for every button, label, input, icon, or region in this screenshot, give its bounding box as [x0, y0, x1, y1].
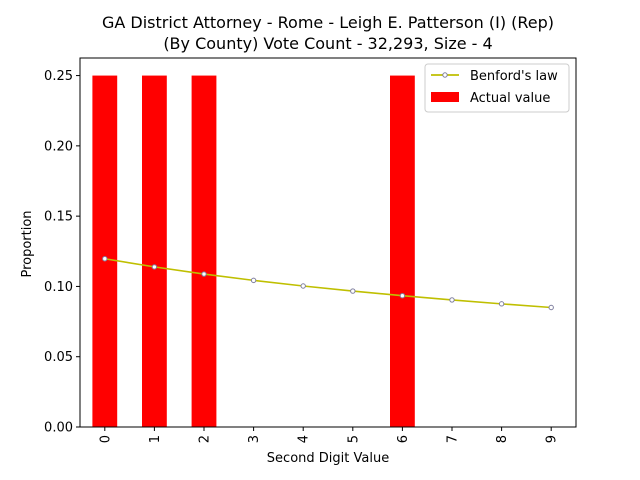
plot-frame	[79, 57, 577, 428]
legend: Benford's law Actual value	[424, 63, 570, 113]
y-axis-title: Proportion	[20, 210, 35, 277]
benford-point-6	[399, 293, 406, 299]
benford-point-9	[548, 304, 554, 311]
x-tick-label: 4	[297, 435, 312, 443]
legend-benford-label: Benford's law	[470, 69, 558, 84]
y-tick-label: 0.25	[44, 69, 73, 84]
bar-digit-1	[142, 75, 167, 427]
bar-digit-6	[390, 75, 415, 427]
legend-box	[424, 63, 570, 113]
x-tick-label: 5	[346, 435, 361, 443]
bars-layer	[92, 75, 415, 427]
axes-layer: 0.00 0.05 0.10 0.15 0.20 0.25 0 1 2 3 4 5 6 7 8 9	[44, 57, 577, 443]
y-tick-label: 0.00	[44, 421, 73, 436]
bar-digit-2	[191, 75, 217, 427]
y-tick-label: 0.05	[44, 350, 73, 365]
x-tick-label: 9	[545, 435, 560, 443]
x-tick-label: 3	[247, 435, 262, 443]
chart-title-line1: GA District Attorney - Rome - Leigh E. P…	[102, 13, 554, 32]
benford-point-3	[250, 277, 257, 284]
legend-actual-swatch	[431, 92, 459, 102]
legend-actual-label: Actual value	[470, 91, 550, 106]
y-tick-label: 0.10	[44, 280, 73, 295]
benford-point-5	[350, 288, 356, 294]
benford-line-layer	[102, 256, 554, 311]
x-tick-label: 7	[446, 435, 461, 443]
benford-point-2	[201, 271, 207, 277]
x-tick-label: 1	[148, 435, 163, 443]
y-tick-label: 0.15	[44, 210, 73, 225]
x-tick-label: 6	[396, 435, 411, 443]
benford-point-0	[102, 256, 108, 262]
bar-digit-0	[92, 75, 118, 427]
benford-point-7	[449, 297, 455, 303]
y-tick-label: 0.20	[44, 139, 73, 154]
benford-line	[104, 257, 552, 309]
x-tick-label: 0	[98, 435, 113, 443]
benford-point-8	[498, 301, 505, 307]
benford-point-4	[300, 283, 306, 289]
legend-benford-marker	[442, 72, 448, 78]
chart-title-line2: (By County) Vote Count - 32,293, Size - …	[163, 34, 492, 53]
benford-point-1	[151, 264, 158, 270]
x-axis-title: Second Digit Value	[267, 451, 389, 466]
x-tick-label: 8	[495, 435, 510, 443]
x-tick-label: 2	[198, 435, 213, 443]
